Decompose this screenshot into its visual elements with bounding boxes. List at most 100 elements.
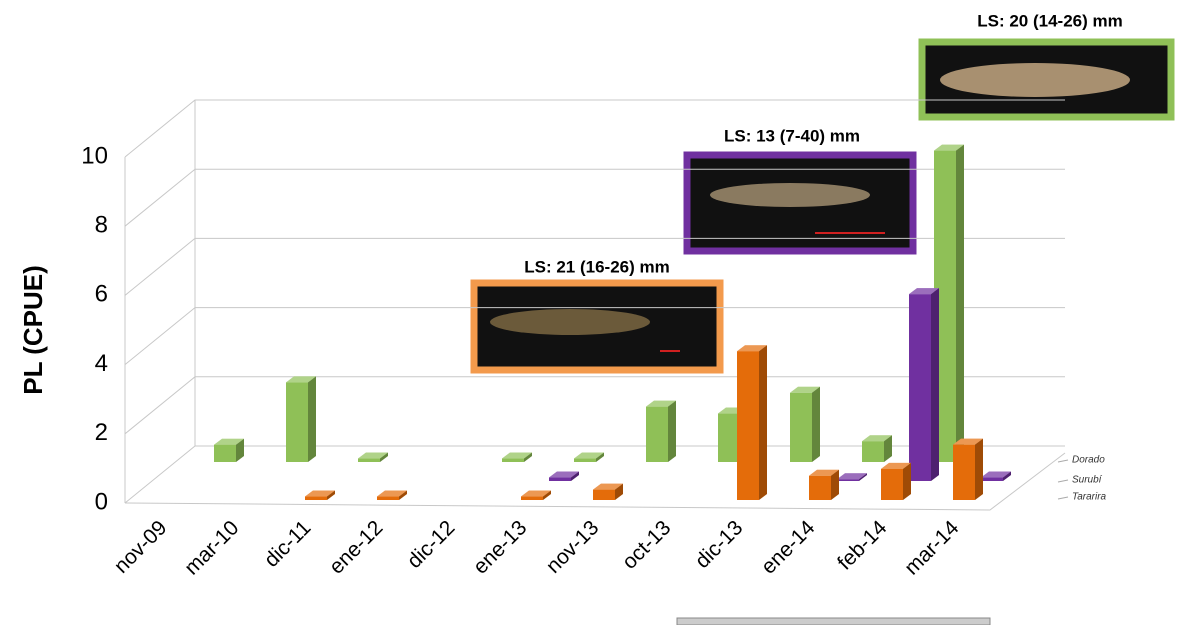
bar-top-shade (809, 469, 839, 476)
x-tick-label: dic-12 (403, 516, 460, 573)
bar-top-shade (881, 462, 911, 469)
bar-side (399, 490, 407, 500)
legend-tick (1057, 479, 1069, 483)
grid-line (124, 237, 1065, 296)
x-tick-label: ene-14 (757, 516, 820, 579)
bar-side-shade (327, 490, 335, 500)
legend-tick (1057, 459, 1069, 463)
bar (809, 475, 831, 500)
x-tick-label: ene-12 (325, 516, 388, 579)
bar-side (327, 490, 335, 500)
legend-label: Dorado (1072, 455, 1105, 466)
bar-top (809, 469, 839, 476)
x-tick-label: nov-13 (542, 516, 604, 578)
bar-side (524, 452, 532, 462)
bar-side-shade (524, 452, 532, 462)
bar-side (543, 490, 551, 500)
bar (909, 294, 931, 481)
bar-top (502, 452, 532, 459)
bar-side (308, 376, 316, 462)
bar-top (646, 400, 676, 407)
bar-side (571, 471, 579, 481)
x-tick-label: mar-10 (180, 516, 243, 579)
bar (981, 477, 1003, 481)
y-tick-label: 6 (95, 281, 108, 308)
bar (593, 489, 615, 500)
y-tick-label: 0 (95, 488, 108, 515)
bar (502, 458, 524, 462)
bar-side (668, 400, 676, 462)
bar-side-shade (903, 462, 911, 500)
bar-top-shade (377, 490, 407, 497)
bar-side-shade (956, 144, 964, 462)
bar-top-shade (837, 473, 867, 480)
grid-line (124, 168, 1065, 227)
annotation: LS: 20 (14-26) mm (977, 11, 1123, 30)
bar (862, 441, 884, 462)
bar-top-shade (574, 452, 604, 459)
grid-line (124, 445, 1065, 504)
x-tick-label: dic-11 (260, 516, 316, 572)
bar-side-shade (236, 438, 244, 462)
bar-side-shade (831, 469, 839, 500)
bar-top (862, 435, 892, 442)
bar-side-shade (759, 345, 767, 500)
bar-top (737, 345, 767, 352)
selection-bar (676, 617, 991, 625)
bar-top-shade (646, 400, 676, 407)
bar-side (859, 473, 867, 481)
bar-top (909, 288, 939, 295)
bar-side-shade (596, 452, 604, 462)
bar (934, 150, 956, 462)
y-tick-label: 10 (81, 142, 108, 169)
bar-top-shade (521, 490, 551, 497)
bar-top-shade (790, 386, 820, 393)
y-tick-label: 8 (95, 212, 108, 239)
legend-label: Surubí (1072, 475, 1103, 486)
bar-side (831, 469, 839, 500)
floor-edge (124, 452, 1066, 511)
bar (718, 413, 740, 462)
grid-line (124, 99, 1065, 158)
bar (737, 351, 759, 500)
bar (305, 496, 327, 500)
bar-top (377, 490, 407, 497)
bar (377, 496, 399, 500)
bar-side (956, 144, 964, 462)
bar-top-shade (737, 345, 767, 352)
bar-top-shade (286, 376, 316, 383)
grid-line (124, 307, 1065, 365)
bar-side-shade (399, 490, 407, 500)
bar-top (790, 386, 820, 393)
bar (286, 382, 308, 462)
bar-side-shade (1003, 471, 1011, 481)
x-tick-label: nov-09 (110, 516, 172, 578)
bar-top-shade (305, 490, 335, 497)
bar (837, 479, 859, 481)
bar (574, 458, 596, 462)
bar (646, 406, 668, 462)
bar (790, 392, 812, 462)
bar-side-shade (615, 483, 623, 500)
bar-top-shade (214, 438, 244, 445)
legend-tick (1057, 496, 1069, 500)
bar-top-shade (862, 435, 892, 442)
bar-top (521, 490, 551, 497)
x-tick-label: dic-13 (691, 516, 748, 573)
bar-side (903, 462, 911, 500)
bar-side-shade (571, 471, 579, 481)
bar-side (884, 435, 892, 462)
bar-top (881, 462, 911, 469)
bar-side-shade (859, 473, 867, 481)
bar-side-shade (308, 376, 316, 462)
y-tick-label: 4 (95, 350, 108, 377)
bar (549, 477, 571, 481)
bar (358, 458, 380, 462)
y-tick-label: 2 (95, 419, 108, 446)
bar-side (759, 345, 767, 500)
bar-top (837, 473, 867, 480)
bar-top (981, 471, 1011, 478)
bar (953, 444, 975, 500)
x-tick-label: oct-13 (618, 516, 676, 574)
bar-top (358, 452, 388, 459)
